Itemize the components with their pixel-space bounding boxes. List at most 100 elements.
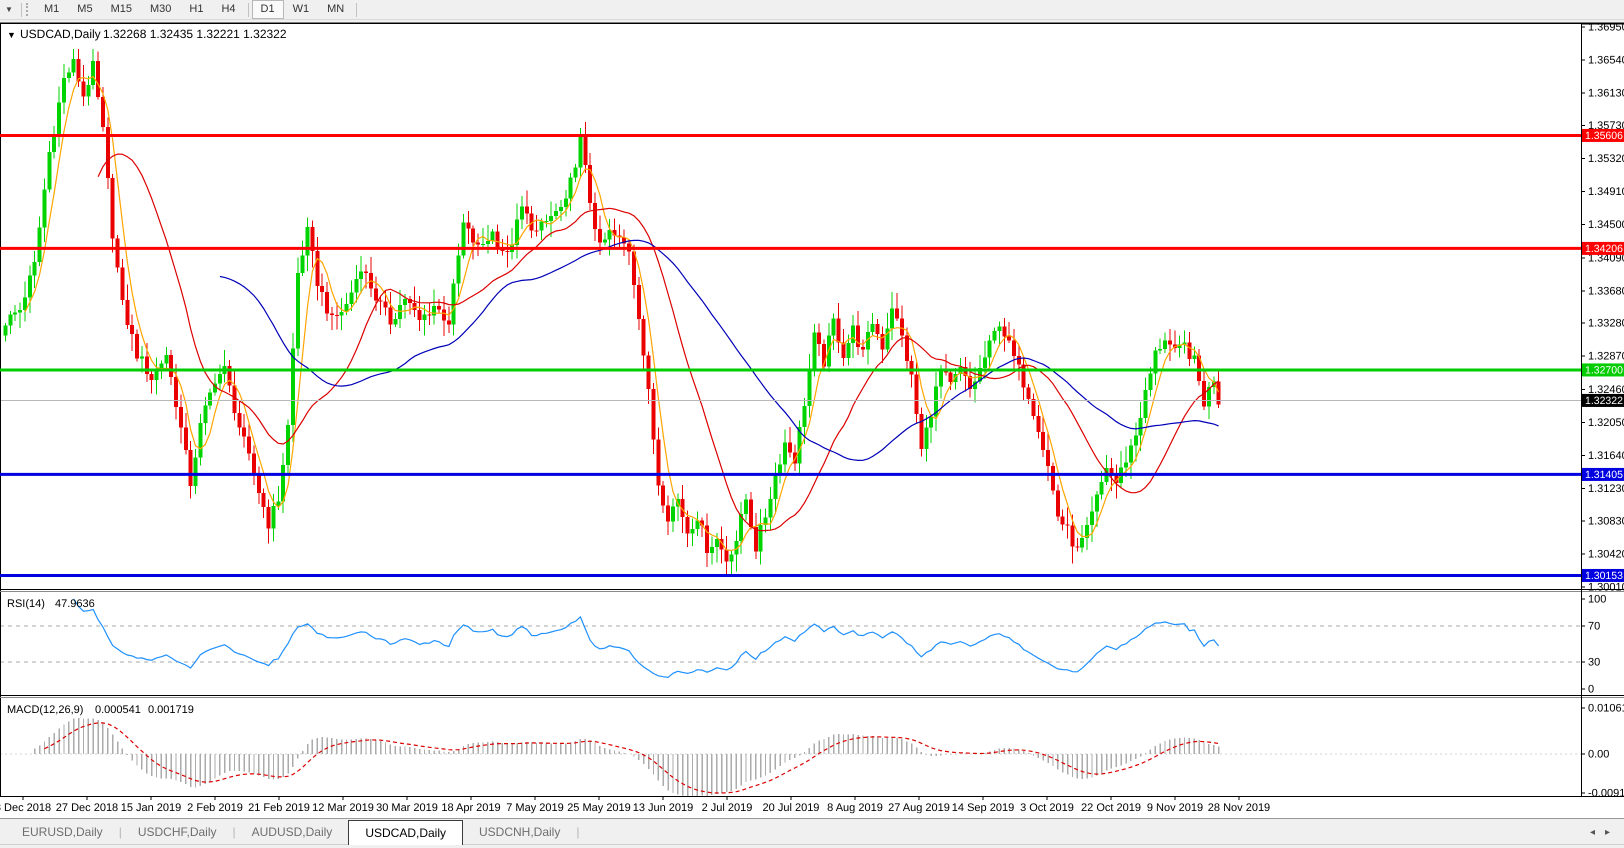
candle-body: [281, 464, 286, 502]
candle-body: [1138, 417, 1143, 436]
toolbar-separator: [247, 2, 249, 17]
candle-body: [300, 255, 305, 273]
toolbar-separator: [356, 2, 358, 17]
candle-body: [787, 442, 792, 453]
level-lines[interactable]: [0, 133, 1581, 577]
timeframe-button-w1[interactable]: W1: [292, 3, 310, 15]
date-axis[interactable]: 8 Dec 2018 27 Dec 2018 15 Jan 2019 2 Feb 20…: [0, 796, 1270, 814]
candle-body: [110, 177, 115, 239]
candle-body: [441, 309, 446, 321]
candle-body: [42, 189, 47, 228]
candle-body: [1075, 546, 1080, 548]
candle-body: [407, 298, 412, 304]
tab-scroll-left-icon[interactable]: ◂: [1589, 827, 1595, 838]
candle-body: [773, 474, 778, 500]
ma-fast-line: [24, 75, 1220, 552]
timeframe-button-h1[interactable]: H1: [189, 3, 204, 15]
candle-body: [212, 383, 217, 393]
macd-panel[interactable]: [0, 698, 1581, 797]
candle-body: [261, 492, 266, 508]
symbol-tab-eurusd[interactable]: EURUSD,Daily: [22, 825, 103, 839]
timeframe-button-m15[interactable]: M15: [110, 3, 132, 15]
status-bar: [0, 844, 1624, 848]
candle-body: [1143, 390, 1148, 418]
candle-body: [963, 367, 968, 377]
chart-collapse-icon[interactable]: ▼: [7, 30, 16, 40]
date-axis-label: 12 Mar 2019: [312, 802, 374, 814]
candle-body: [593, 202, 598, 230]
candle-body: [203, 405, 208, 423]
candle-body: [266, 507, 271, 529]
price-axis-label: 1.30420: [1588, 548, 1624, 560]
price-axis-label: 1.33680: [1588, 285, 1624, 297]
candle-body: [690, 528, 695, 534]
candle-body: [115, 238, 120, 268]
candle-body: [753, 526, 758, 552]
date-axis-label: 2 Jul 2019: [702, 802, 753, 814]
candle-body: [768, 499, 773, 518]
candle-body: [286, 424, 291, 465]
timeframe-button-h4[interactable]: H4: [221, 3, 236, 15]
candle-body: [1109, 468, 1114, 475]
candle-body: [81, 81, 86, 97]
rsi-axis-label: 0: [1588, 684, 1594, 696]
candle-body: [339, 312, 344, 316]
price-chart-panel[interactable]: [1, 24, 1581, 589]
candle-body: [3, 325, 8, 336]
timeframe-button-m30[interactable]: M30: [149, 3, 172, 15]
current-price-label: 1.32322: [1585, 395, 1623, 407]
candle-body: [685, 517, 690, 534]
candle-body: [1128, 445, 1133, 463]
chart-plot-area[interactable]: [1, 24, 1581, 589]
candle-body: [997, 326, 1002, 331]
date-axis-label: 18 Apr 2019: [441, 802, 500, 814]
candle-body: [1080, 537, 1085, 548]
candle-body: [393, 318, 398, 325]
candle-body: [1021, 364, 1026, 388]
rsi-panel[interactable]: [0, 592, 1581, 695]
symbol-tab-audusd[interactable]: AUDUSD,Daily: [251, 825, 333, 839]
candle-body: [680, 498, 685, 518]
symbol-tab-usdcad[interactable]: USDCAD,Daily: [348, 820, 463, 845]
symbol-tab-usdchf[interactable]: USDCHF,Daily: [137, 825, 217, 839]
rsi-plot-area[interactable]: [1, 592, 1581, 695]
candle-body: [797, 426, 802, 464]
candle-body: [524, 206, 529, 214]
candle-body: [388, 307, 393, 325]
level-price-label-1.30153: 1.30153: [1585, 570, 1623, 582]
candle-body: [895, 308, 900, 319]
candle-body: [193, 457, 198, 487]
candle-body: [865, 332, 870, 350]
timeframe-button-d1[interactable]: D1: [251, 0, 284, 19]
candle-body: [836, 318, 841, 343]
candle-body: [1177, 344, 1182, 348]
candle-body: [1060, 516, 1065, 525]
ma-medium-line: [97, 153, 1219, 532]
tab-scroll-right-icon[interactable]: ▸: [1604, 827, 1610, 838]
macd-plot-area[interactable]: [1, 698, 1581, 796]
price-axis[interactable]: 1.36950 1.36540 1.36130 1.35730 1.35320 1.349…: [1581, 22, 1624, 800]
candle-body: [709, 547, 714, 554]
candle-body: [953, 374, 958, 382]
candle-body: [714, 538, 719, 548]
chart-area[interactable]: 1.36950 1.36540 1.36130 1.35730 1.35320 1.349…: [0, 20, 1624, 818]
candle-body: [636, 285, 641, 319]
candle-body: [890, 308, 895, 329]
toolbar-grip[interactable]: [26, 3, 31, 16]
symbol-tab-usdcnh[interactable]: USDCNH,Daily: [479, 825, 561, 839]
price-axis-label: 1.30830: [1588, 515, 1624, 527]
candle-body: [305, 227, 310, 256]
timeframe-button-m5[interactable]: M5: [77, 3, 93, 15]
timeframe-button-m1[interactable]: M1: [44, 3, 60, 15]
candle-body: [490, 231, 495, 242]
chart-dropdown-button[interactable]: ▼: [0, 1, 18, 18]
candle-body: [919, 414, 924, 450]
candle-body: [982, 357, 987, 369]
candle-body: [437, 305, 442, 310]
candle-body: [120, 267, 125, 300]
timeframe-button-mn[interactable]: MN: [327, 3, 345, 15]
candle-body: [154, 369, 159, 381]
candle-body: [646, 355, 651, 390]
price-axis-label: 1.36130: [1588, 88, 1624, 100]
price-axis-label: 1.34910: [1588, 186, 1624, 198]
